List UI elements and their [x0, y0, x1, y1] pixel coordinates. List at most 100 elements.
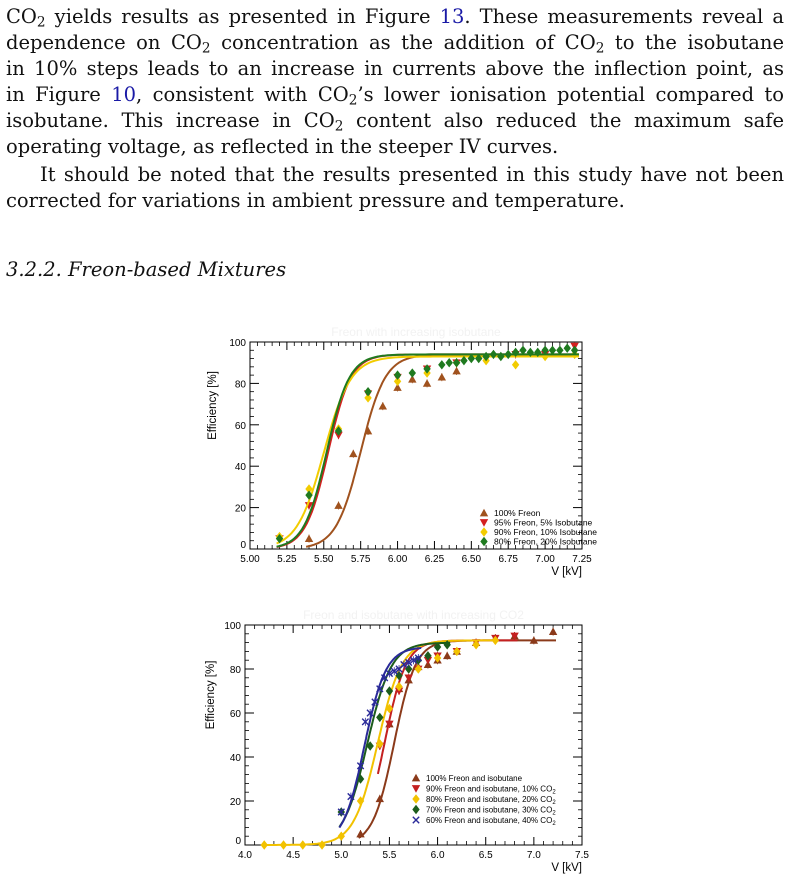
data-point	[363, 426, 373, 435]
y-tick-label: 40	[235, 462, 247, 473]
paragraph-line: CO2 yields results as presented in Figur…	[6, 5, 784, 31]
data-point	[366, 709, 374, 717]
paragraph-1: CO2 yields results as presented in Figur…	[6, 4, 784, 160]
data-point	[347, 792, 355, 801]
plot-frame	[244, 624, 583, 846]
data-point	[305, 490, 313, 500]
legend-marker	[479, 519, 489, 527]
x-tick-label: 5.75	[351, 554, 371, 565]
data-point	[534, 347, 542, 358]
data-point	[304, 534, 314, 543]
data-point	[489, 349, 498, 360]
x-tick-label: 6.50	[462, 554, 482, 565]
figure-reference-link[interactable]: 13	[439, 5, 465, 28]
y-tick-label: 100	[229, 338, 246, 349]
section-heading: 3.2.2. Freon-based Mixtures	[6, 258, 287, 281]
marker-stroke	[412, 816, 420, 824]
marker-stroke	[414, 654, 423, 662]
x-tick-label: 6.75	[498, 554, 518, 565]
data-point	[400, 660, 408, 669]
y-tick-label: 20	[230, 797, 242, 808]
legend-entry: 70% Freon and isobutane, 30% CO2	[426, 806, 556, 817]
y-tick-label: 80	[230, 665, 242, 676]
paragraph-line: isobutane. This increase in CO2 content …	[6, 109, 784, 135]
data-point	[393, 376, 402, 387]
data-point	[385, 669, 394, 678]
paragraph-line: in 10% steps leads to an increase in cur…	[6, 57, 784, 80]
y-tick-label: 40	[230, 753, 242, 764]
data-point	[299, 840, 307, 850]
data-point	[443, 651, 452, 660]
data-point	[385, 686, 394, 696]
data-point	[433, 642, 442, 652]
x-tick-label: 7.25	[572, 554, 592, 565]
data-point	[445, 358, 453, 368]
data-point	[390, 667, 398, 675]
y-tick-label: 100	[224, 621, 241, 632]
marker-stroke	[366, 709, 374, 717]
subscript: 2	[595, 40, 605, 57]
legend-marker	[412, 816, 420, 824]
subscript: 2	[334, 118, 344, 135]
x-tick-label: 5.0	[334, 850, 348, 861]
data-point	[414, 664, 423, 674]
data-point	[452, 358, 461, 368]
data-point	[510, 632, 519, 641]
legend-marker	[412, 804, 420, 815]
legend-entry: 100% Freon	[494, 508, 541, 518]
data-point	[529, 636, 539, 644]
data-point	[408, 375, 417, 383]
data-point	[422, 379, 432, 387]
fit-curve	[338, 641, 451, 828]
data-point	[497, 351, 505, 362]
data-point	[452, 366, 461, 375]
x-tick-label: 5.00	[240, 554, 260, 565]
x-tick-label: 5.5	[382, 850, 396, 861]
data-point	[375, 794, 384, 803]
y-axis-label: Efficiency [%]	[207, 371, 219, 440]
data-point	[349, 449, 358, 458]
paragraph-line: It should be noted that the results pres…	[40, 163, 784, 186]
data-point	[364, 386, 372, 397]
data-point	[511, 360, 520, 370]
x-tick-label: 6.25	[425, 554, 445, 565]
chart-title: Freon with increasing isobutane	[331, 325, 501, 339]
plot-frame	[249, 341, 583, 550]
data-point	[385, 720, 394, 729]
x-tick-label: 6.00	[388, 554, 408, 565]
data-point	[318, 840, 326, 850]
legend-entry: 100% Freon and isobutane	[426, 774, 523, 783]
marker-stroke	[356, 762, 365, 770]
marker-stroke	[400, 660, 408, 669]
data-point	[570, 345, 579, 355]
data-point	[423, 364, 431, 374]
data-point	[404, 658, 413, 667]
subscript: 2	[348, 92, 358, 109]
paragraph-line: operating voltage, as reflected in the s…	[6, 135, 559, 158]
chart-svg-2: Freon and isobutane with increasing CO2 4…	[205, 608, 589, 874]
data-point	[556, 345, 564, 355]
marker-stroke	[390, 667, 398, 675]
x-axis-label: V [kV]	[551, 566, 582, 578]
data-point	[438, 360, 446, 370]
y-tick-label: 60	[235, 421, 247, 432]
marker-stroke	[409, 656, 418, 664]
legend-entry: 80% Freon, 20% Isobutane	[494, 537, 597, 547]
x-tick-label: 4.5	[286, 850, 300, 861]
legend-marker	[480, 527, 488, 537]
data-point	[433, 653, 442, 663]
figure-reference-link[interactable]: 10	[111, 83, 137, 106]
legend-marker	[479, 508, 489, 517]
legend-entry: 95% Freon, 5% Isobutane	[494, 518, 593, 528]
data-point	[371, 698, 379, 706]
series-group	[337, 647, 423, 829]
marker-stroke	[376, 685, 384, 693]
data-point	[437, 372, 447, 381]
data-point	[548, 345, 557, 355]
legend-marker	[412, 794, 420, 804]
data-point	[526, 347, 535, 358]
marker-stroke	[337, 808, 345, 816]
legend-marker	[411, 785, 421, 793]
data-point	[376, 685, 384, 693]
